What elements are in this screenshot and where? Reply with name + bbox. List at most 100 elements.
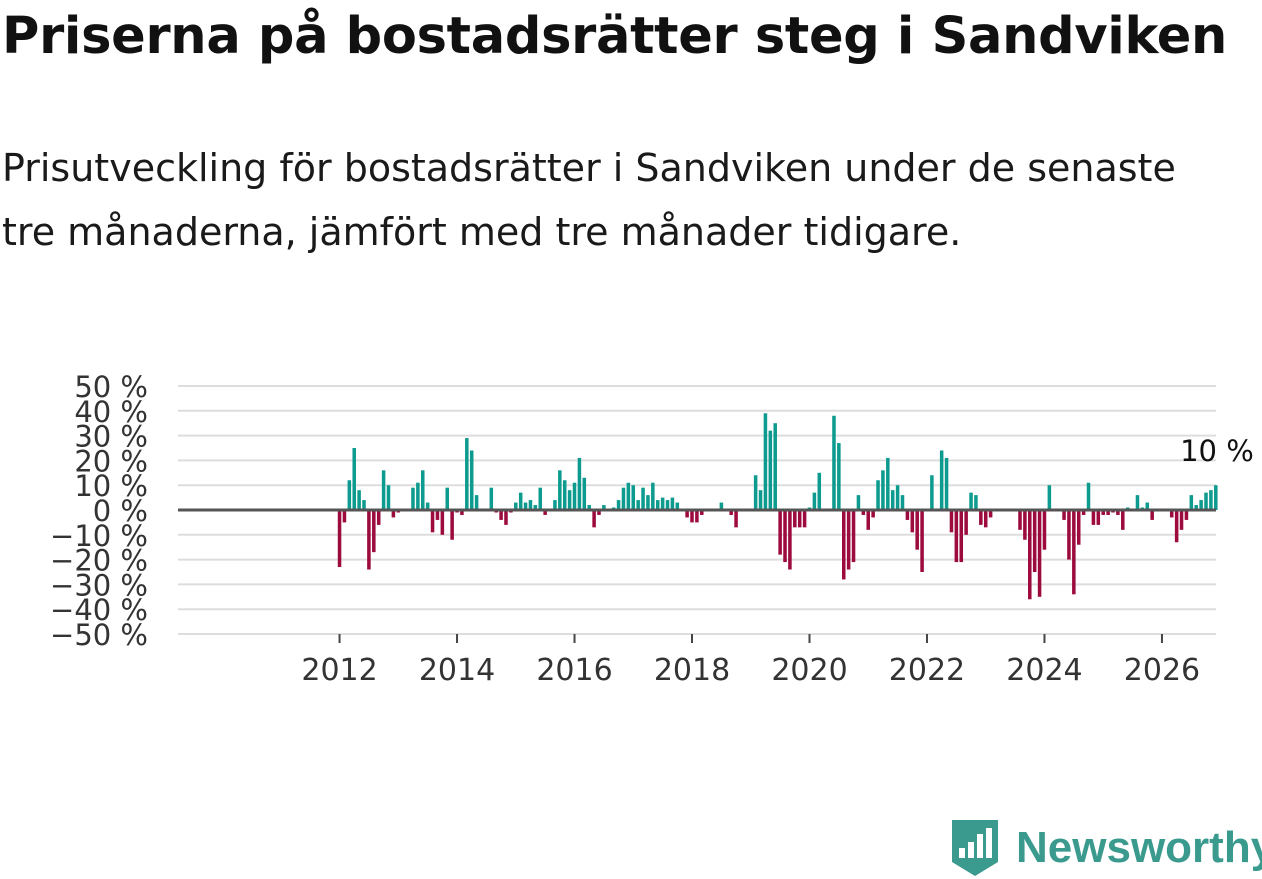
bar [347,480,352,510]
bar [1062,510,1066,520]
bar [499,510,503,520]
y-tick-label: −40 % [50,593,148,627]
bar [469,450,474,510]
y-axis: −50 %−40 %−30 %−20 %−10 %0 %10 %20 %30 %… [50,370,148,652]
bar [851,510,856,563]
bar [1194,505,1198,510]
bar [425,502,430,510]
bar [1047,485,1052,510]
bar [979,510,983,525]
bar [886,457,890,510]
bar [773,423,777,510]
bar [342,510,347,523]
y-tick-label: 30 % [74,420,148,454]
bar-chart: −50 %−40 %−30 %−20 %−10 %0 %10 %20 %30 %… [50,370,1254,688]
bar [465,438,469,510]
bar [1032,510,1037,572]
bar [592,510,596,528]
bar [895,485,900,510]
bar [1199,500,1203,510]
x-tick-label: 2018 [654,653,730,688]
bar [391,510,396,518]
bar [871,510,875,518]
bar [939,450,944,510]
bar [523,502,528,510]
bar [376,510,381,525]
bar [337,510,342,568]
y-tick-label: 20 % [74,444,148,478]
newsworthy-logo[interactable]: Newsworthy [950,818,1262,878]
bar [1209,490,1213,510]
bar [440,510,445,535]
x-tick-label: 2024 [1006,653,1082,688]
bar [504,510,508,525]
x-tick-label: 2012 [301,653,377,688]
annotations: 10 % [1180,434,1254,468]
bar [832,415,836,510]
bar [386,485,391,510]
y-tick-label: 50 % [74,370,148,404]
last-value-label: 10 % [1180,434,1254,468]
bar [729,510,733,515]
bar [1214,485,1218,510]
y-tick-label: 10 % [74,469,148,503]
x-tick-label: 2020 [771,653,847,688]
bar [1023,510,1027,540]
bar [631,485,636,510]
bar [1096,510,1101,525]
bar [685,510,689,518]
bar [616,500,621,510]
bar [1135,495,1140,510]
bar [866,510,870,530]
bar [797,510,802,528]
bar [881,470,885,510]
bar [915,510,919,550]
bar [719,502,724,510]
bar [514,502,518,510]
bar [587,505,591,510]
bar [983,510,988,528]
bar [900,495,905,510]
chart-subtitle: Prisutveckling för bostadsrätter i Sandv… [2,146,1176,254]
y-tick-label: −10 % [50,519,148,553]
bar [876,480,880,510]
bar [1174,510,1179,543]
bar [553,500,557,510]
bar [411,487,415,510]
bar [655,500,660,510]
bar [1067,510,1071,560]
bar [856,495,861,510]
bar [558,470,562,510]
bar [435,510,440,520]
bar [602,505,606,510]
bar [778,510,782,555]
bar [793,510,797,528]
bar [842,510,846,580]
bar [1042,510,1047,550]
bar [768,430,773,510]
bar [837,443,841,510]
bar [1106,510,1110,515]
bar [474,495,479,510]
bar [670,497,675,510]
bar [690,510,694,523]
bar [949,510,954,533]
bar [1189,495,1194,510]
bar [528,500,533,510]
x-axis: 2012 2014 2016 2018 2020 2022 2024 2026 [178,633,1216,688]
bar [621,487,626,510]
bar [421,470,425,510]
bar [567,490,572,510]
bar [802,510,807,528]
bar [636,500,640,510]
bar [1037,510,1042,597]
bar [626,482,631,510]
bar [944,457,949,510]
y-tick-label: −20 % [50,544,148,578]
bar [1179,510,1184,530]
bar [367,510,371,570]
bar [641,487,645,510]
bar [930,475,934,510]
bar [660,497,665,510]
bar [734,510,738,528]
